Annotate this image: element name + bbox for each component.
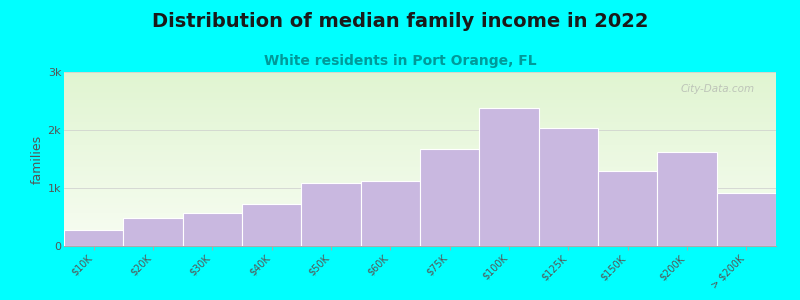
Bar	[64, 230, 123, 246]
Text: White residents in Port Orange, FL: White residents in Port Orange, FL	[264, 54, 536, 68]
Bar	[361, 181, 420, 246]
Bar	[658, 152, 717, 246]
Bar	[598, 171, 658, 246]
Bar	[420, 148, 479, 246]
Bar	[538, 128, 598, 246]
Text: City-Data.com: City-Data.com	[681, 84, 754, 94]
Bar	[717, 193, 776, 246]
Bar	[242, 204, 302, 246]
Bar	[479, 108, 538, 246]
Text: Distribution of median family income in 2022: Distribution of median family income in …	[152, 12, 648, 31]
Bar	[123, 218, 182, 246]
Y-axis label: families: families	[30, 134, 43, 184]
Bar	[302, 183, 361, 246]
Bar	[182, 213, 242, 246]
